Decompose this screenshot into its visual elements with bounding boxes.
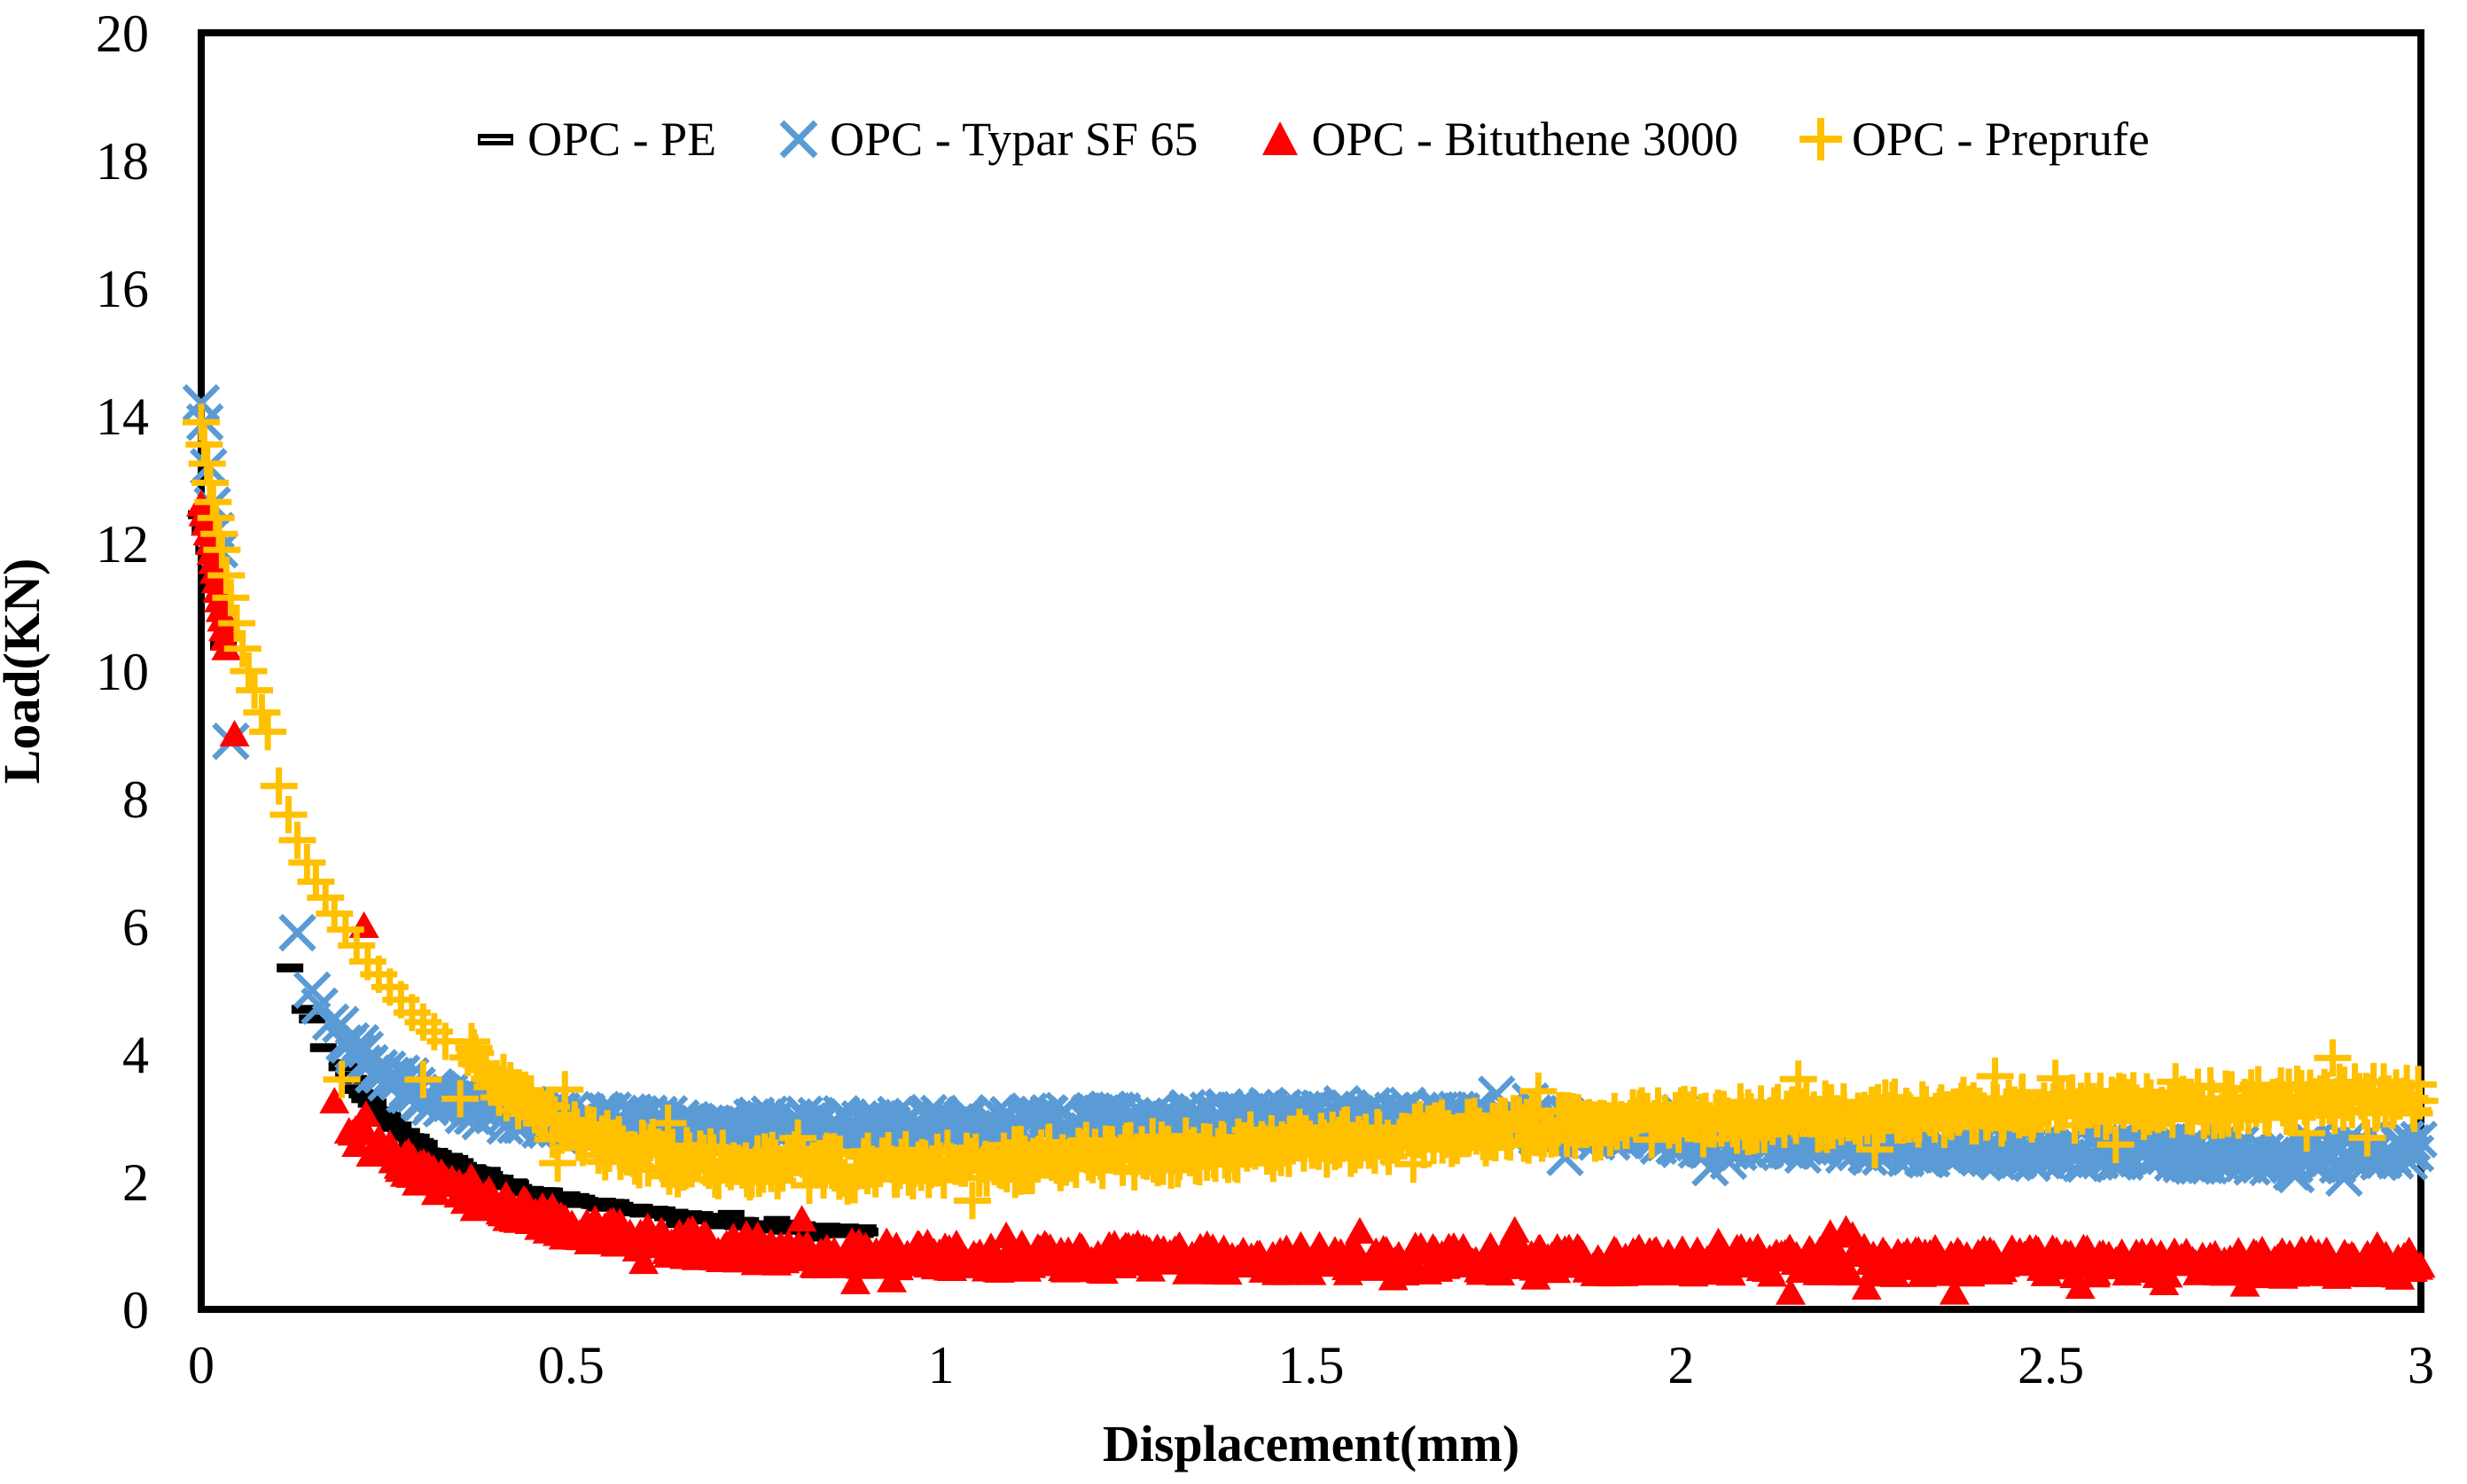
y-tick-label: 4 <box>122 1026 149 1084</box>
tick-layer: 0 2 4 6 8 10 12 14 16 18 20 0 0.5 1 1.5 2 2.5 3 <box>96 4 2434 1394</box>
y-tick-label: 12 <box>96 515 149 574</box>
y-tick-label: 2 <box>122 1153 149 1212</box>
y-tick-label: 8 <box>122 770 149 829</box>
plot-area-border <box>198 29 2424 1313</box>
x-tick-label: 3 <box>2408 1336 2434 1394</box>
series-layer <box>183 387 2439 1305</box>
y-tick-label: 0 <box>122 1281 149 1340</box>
y-tick-label: 6 <box>122 898 149 957</box>
x-tick-label: 1 <box>928 1336 955 1394</box>
x-tick-label: 1.5 <box>1278 1336 1345 1394</box>
x-tick-label: 0 <box>188 1336 215 1394</box>
x-axis-title: Displacement(mm) <box>1103 1415 1519 1472</box>
y-tick-label: 14 <box>96 387 149 446</box>
x-tick-label: 2.5 <box>2018 1336 2084 1394</box>
y-tick-label: 16 <box>96 260 149 318</box>
x-tick-label: 2 <box>1667 1336 1694 1394</box>
y-tick-label: 18 <box>96 132 149 191</box>
y-tick-label: 20 <box>96 4 149 63</box>
y-tick-label: 10 <box>96 643 149 701</box>
x-tick-label: 0.5 <box>538 1336 605 1394</box>
y-axis-title: Load(KN) <box>0 558 51 785</box>
